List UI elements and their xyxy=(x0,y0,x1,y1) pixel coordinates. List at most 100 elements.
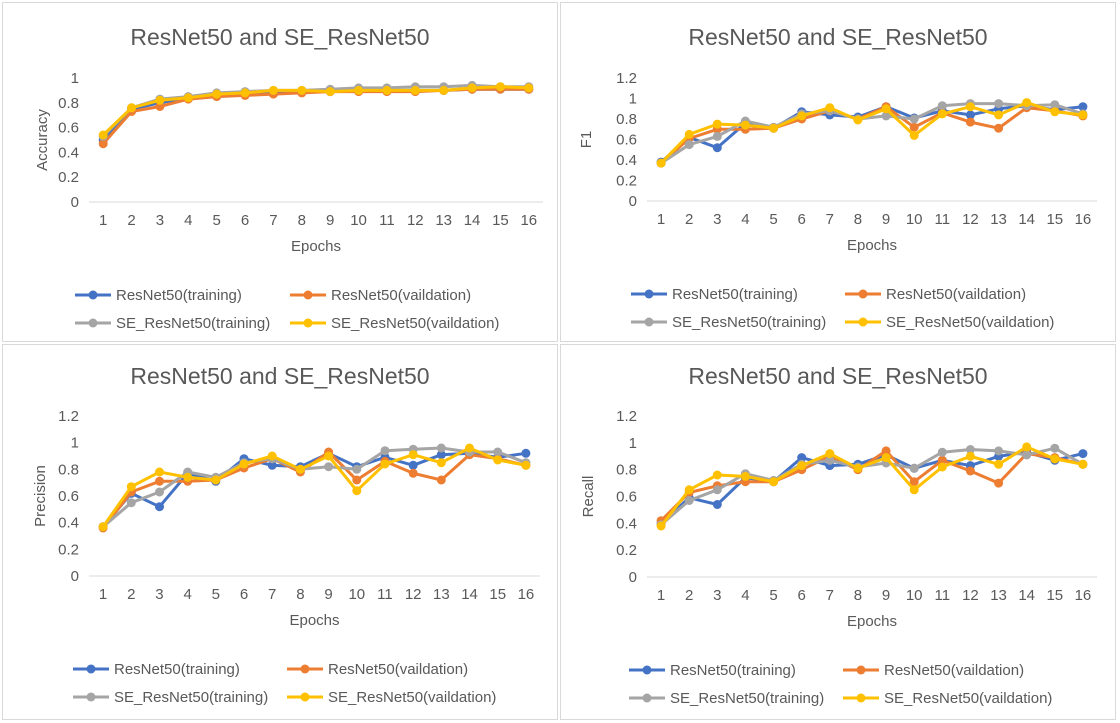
data-point-resnet-training xyxy=(436,450,446,460)
y-tick-label: 1.2 xyxy=(616,408,637,425)
x-tick-label: 4 xyxy=(741,587,749,604)
data-point-se-resnet-training xyxy=(684,140,694,150)
y-tick-label: 1 xyxy=(629,435,637,452)
x-tick-label: 6 xyxy=(798,587,806,604)
x-tick-label: 6 xyxy=(241,212,249,229)
data-point-se-resnet-validation xyxy=(126,482,136,492)
x-tick-label: 5 xyxy=(769,587,777,604)
data-point-se-resnet-validation xyxy=(493,455,503,465)
x-tick-label: 1 xyxy=(657,211,665,228)
chart-title: ResNet50 and SE_ResNet50 xyxy=(688,363,987,389)
y-tick-label: 0 xyxy=(629,193,637,210)
data-point-se-resnet-validation xyxy=(465,443,474,453)
legend-label: ResNet50(vaildation) xyxy=(884,662,1024,679)
chart-svg: ResNet50 and SE_ResNet50 0 0.2 0.4 0.6 0.8 1 1.… xyxy=(32,363,540,706)
legend-label: ResNet50(vaildation) xyxy=(328,661,468,678)
series-line-se-resnet-training xyxy=(102,446,527,528)
data-point-se-resnet-validation xyxy=(937,462,947,472)
accuracy-chart-panel: ResNet50 and SE_ResNet50 0 0.2 0.4 0.6 0.8 1 1 2… xyxy=(2,2,558,342)
x-tick-label: 15 xyxy=(489,586,506,603)
data-point-se-resnet-validation xyxy=(797,111,807,121)
data-point-se-resnet-validation xyxy=(853,463,863,473)
data-point-se-resnet-validation xyxy=(212,89,222,99)
x-tick-label: 7 xyxy=(826,587,834,604)
data-point-resnet-validation xyxy=(909,477,919,487)
data-point-se-resnet-training xyxy=(155,487,164,497)
y-axis-label: Accuracy xyxy=(34,109,51,171)
data-point-se-resnet-validation xyxy=(436,458,446,468)
series-line-se-resnet-validation xyxy=(101,446,527,528)
data-point-se-resnet-validation xyxy=(183,472,193,482)
data-point-se-resnet-validation xyxy=(495,82,505,92)
data-point-se-resnet-validation xyxy=(740,120,750,130)
data-point-resnet-training xyxy=(712,143,722,153)
data-point-se-resnet-validation xyxy=(155,467,164,477)
legend-marker-se-resnet-validation xyxy=(858,317,868,327)
legend-label: SE_ResNet50(vaildation) xyxy=(886,314,1054,331)
legend-label: SE_ResNet50(training) xyxy=(114,689,268,706)
series-line-resnet-training xyxy=(102,87,529,142)
data-point-se-resnet-validation xyxy=(408,450,418,460)
data-point-se-resnet-validation xyxy=(825,449,835,459)
data-point-resnet-training xyxy=(408,460,418,470)
x-tick-label: 3 xyxy=(713,587,721,604)
x-tick-label: 2 xyxy=(127,212,135,229)
data-point-se-resnet-training xyxy=(909,463,919,473)
legend-label: SE_ResNet50(vaildation) xyxy=(331,315,499,332)
data-point-resnet-training xyxy=(155,502,164,512)
data-point-resnet-training xyxy=(712,500,722,509)
legend-label: ResNet50(training) xyxy=(114,661,240,678)
x-tick-label: 8 xyxy=(854,211,862,228)
x-tick-label: 13 xyxy=(990,211,1007,228)
data-point-se-resnet-validation xyxy=(937,109,947,119)
data-point-resnet-validation xyxy=(994,478,1004,488)
data-point-se-resnet-validation xyxy=(712,470,722,480)
data-point-se-resnet-validation xyxy=(909,485,919,495)
data-point-se-resnet-training xyxy=(352,464,362,474)
legend-label: SE_ResNet50(training) xyxy=(116,315,270,332)
x-tick-label: 11 xyxy=(935,211,951,228)
data-point-resnet-validation xyxy=(98,139,108,149)
legend-marker-resnet-training xyxy=(644,289,654,299)
y-tick-label: 0.2 xyxy=(616,542,637,559)
x-tick-label: 1 xyxy=(99,212,107,229)
data-point-se-resnet-training xyxy=(436,443,446,453)
data-point-resnet-training xyxy=(521,448,531,458)
x-tick-label: 10 xyxy=(906,587,923,604)
y-tick-label: 1 xyxy=(629,91,637,108)
data-point-resnet-validation xyxy=(937,455,947,465)
data-point-se-resnet-validation xyxy=(769,123,779,133)
legend-marker-se-resnet-training xyxy=(88,318,98,328)
data-point-se-resnet-validation xyxy=(684,485,694,495)
data-point-se-resnet-validation xyxy=(324,451,334,461)
data-point-se-resnet-validation xyxy=(98,522,108,532)
y-tick-label: 0.4 xyxy=(616,152,637,169)
data-point-resnet-validation xyxy=(965,117,975,127)
data-point-se-resnet-training xyxy=(380,446,390,456)
x-tick-label: 7 xyxy=(269,212,277,229)
data-point-se-resnet-validation xyxy=(853,115,863,125)
x-tick-label: 13 xyxy=(990,587,1007,604)
x-axis-label: Epochs xyxy=(289,612,339,629)
x-axis-label: Epochs xyxy=(291,238,341,255)
legend-marker-resnet-validation xyxy=(856,665,866,675)
x-tick-label: 1 xyxy=(657,587,665,604)
x-tick-label: 9 xyxy=(882,211,890,228)
x-tick-label: 15 xyxy=(1046,587,1063,604)
series-line-resnet-training xyxy=(101,451,527,528)
data-point-se-resnet-validation xyxy=(1022,442,1032,452)
recall-chart-panel: ResNet50 and SE_ResNet50 0 0.2 0.4 0.6 0.8 1 1.… xyxy=(560,344,1116,720)
x-tick-label: 10 xyxy=(906,211,923,228)
legend-marker-resnet-training xyxy=(88,290,98,300)
chart-svg: ResNet50 and SE_ResNet50 0 0.2 0.4 0.6 0.8 1 1.… xyxy=(580,363,1097,707)
chart-svg: ResNet50 and SE_ResNet50 0 0.2 0.4 0.6 0.8 1 1.… xyxy=(578,24,1097,331)
x-tick-label: 2 xyxy=(685,211,693,228)
y-tick-label: 0 xyxy=(71,568,79,585)
x-tick-label: 8 xyxy=(296,586,304,603)
series-line-se-resnet-training xyxy=(660,102,1084,165)
x-tick-label: 4 xyxy=(184,212,192,229)
x-tick-label: 5 xyxy=(769,211,777,228)
y-tick-label: 1 xyxy=(71,70,79,87)
x-axis-label: Epochs xyxy=(847,613,897,630)
